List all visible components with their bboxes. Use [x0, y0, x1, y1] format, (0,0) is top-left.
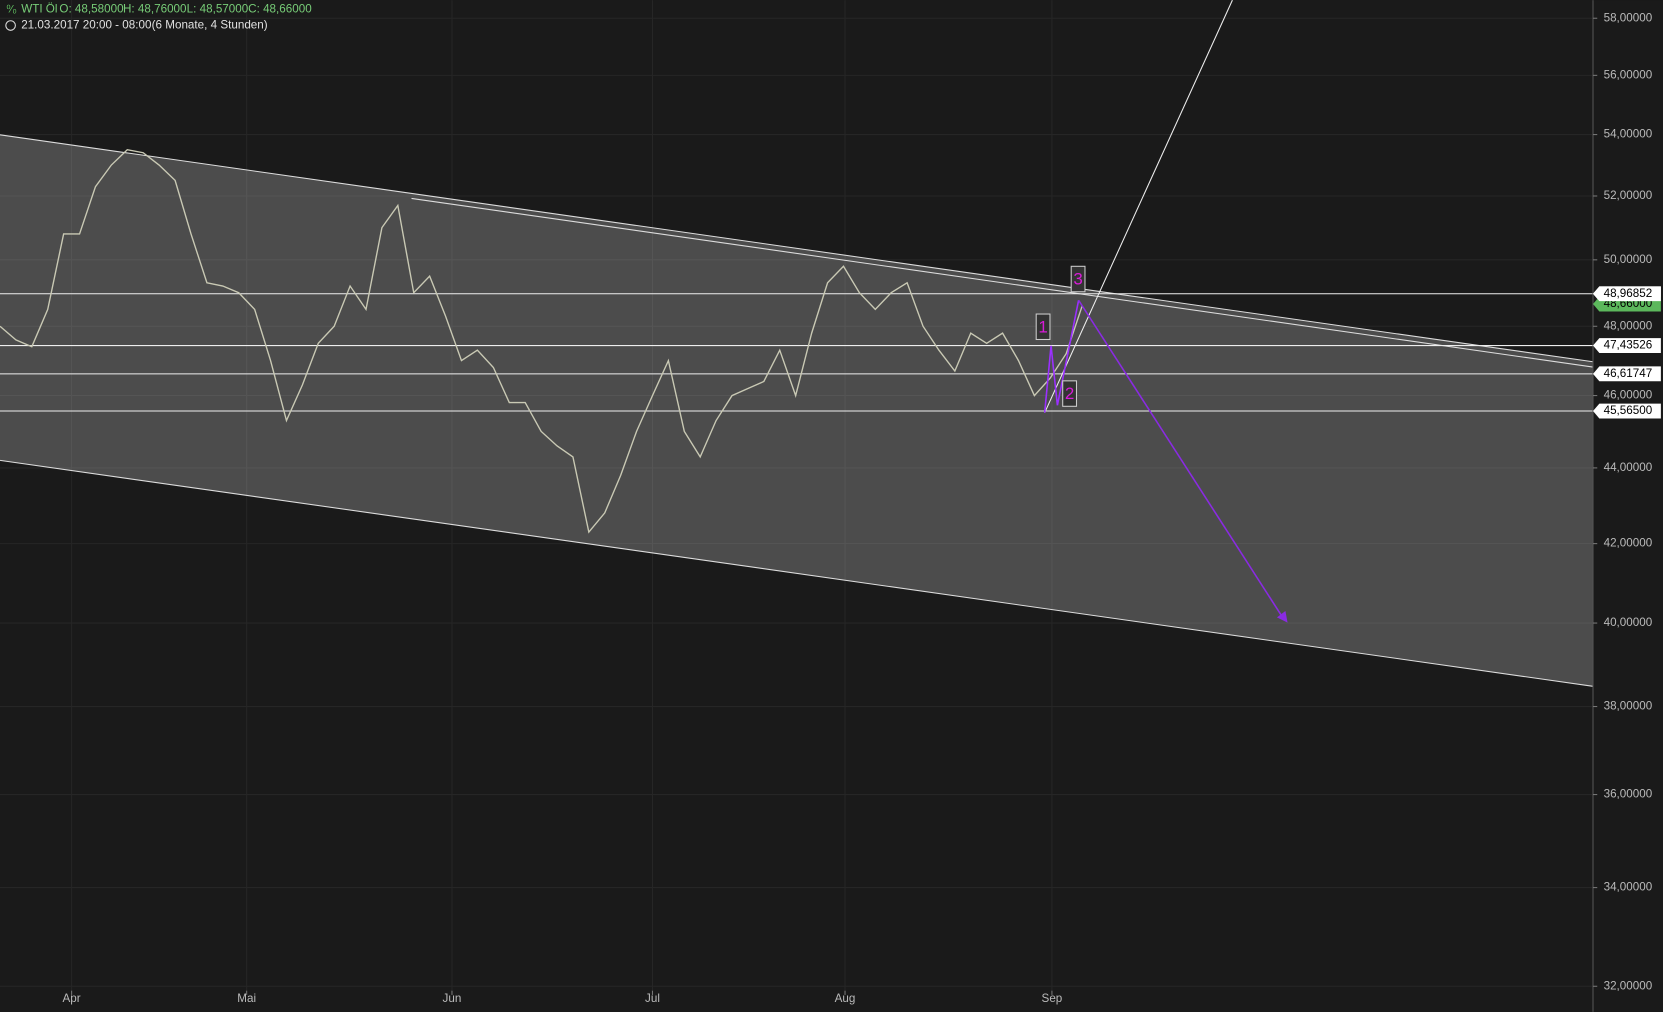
y-tick-label: 46,00000 — [1604, 389, 1653, 402]
range: (6 Monate, 4 Stunden) — [152, 19, 268, 32]
period: 21.03.2017 20:00 - 08:00 — [21, 19, 152, 32]
annotation-box — [1035, 313, 1051, 341]
level-label: 45,56500 — [1604, 404, 1653, 417]
high: H: 48,76000 — [123, 3, 187, 16]
level-tag — [1593, 366, 1661, 382]
y-tick-label: 56,00000 — [1604, 68, 1653, 81]
price-line — [0, 149, 1083, 534]
y-tick-label: 42,00000 — [1604, 537, 1653, 550]
instrument: WTI Öl — [21, 3, 57, 16]
wave-line — [1043, 300, 1080, 413]
x-tick-label: Aug — [835, 992, 856, 1005]
trend-line — [1044, 0, 1233, 413]
axis: 58,00000 56,00000 54,00000 52,00000 50,00000… — [63, 11, 1661, 1005]
clock-icon — [5, 20, 16, 31]
y-tick-label: 50,00000 — [1604, 253, 1653, 266]
level-label: 47,43526 — [1604, 339, 1653, 352]
x-tick-label: Apr — [63, 992, 81, 1005]
y-tick-label: 54,00000 — [1604, 128, 1653, 141]
channel-top — [0, 134, 1594, 363]
y-tick-label: 38,00000 — [1604, 700, 1653, 713]
level-label: 46,61747 — [1604, 367, 1653, 380]
level-label: 48,96852 — [1604, 287, 1653, 300]
forecast-arrow — [1077, 299, 1284, 619]
annotation-box — [1070, 265, 1086, 293]
arrow-head — [1276, 610, 1288, 623]
y-tick-label: 44,00000 — [1604, 461, 1653, 474]
y-axis-area — [1593, 0, 1663, 1012]
y-tick-label: 58,00000 — [1604, 11, 1653, 24]
header-icon: ⁰⁄₀ — [6, 3, 16, 15]
x-tick-label: Jul — [645, 992, 660, 1005]
low: L: 48,57000 — [187, 3, 249, 16]
annotation: 2 — [1065, 384, 1074, 403]
level-tag — [1593, 403, 1661, 419]
plot — [0, 149, 1083, 534]
y-tick-label: 34,00000 — [1604, 881, 1653, 894]
open: O: 48,58000 — [59, 3, 124, 16]
channel-bottom — [0, 459, 1594, 687]
x-tick-label: Jun — [443, 992, 462, 1005]
x-tick-label: Sep — [1042, 992, 1063, 1005]
y-tick-label: 32,00000 — [1604, 979, 1653, 992]
grid — [0, 0, 1594, 991]
channel-top-2 — [411, 197, 1594, 368]
level-tag — [1593, 338, 1661, 353]
annotation: 1 — [1038, 317, 1047, 336]
annotation: 3 — [1073, 270, 1082, 289]
y-tick-label: 40,00000 — [1604, 616, 1653, 629]
y-tick-label: 52,00000 — [1604, 189, 1653, 202]
close: C: 48,66000 — [248, 3, 312, 16]
y-tick-label: 36,00000 — [1604, 788, 1653, 801]
y-tick-label: 48,00000 — [1604, 319, 1653, 332]
annotation-box — [1062, 380, 1078, 407]
x-tick-label: Mai — [237, 992, 256, 1005]
level-tag — [1593, 286, 1661, 302]
